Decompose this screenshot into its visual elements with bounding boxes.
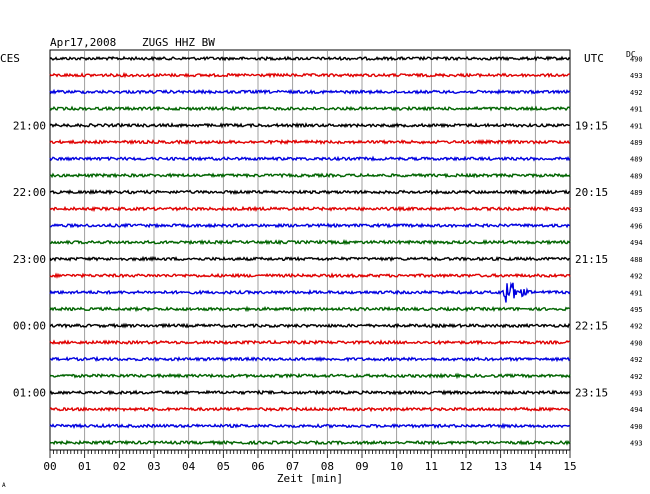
plot-frame bbox=[49, 49, 571, 451]
seismic-trace bbox=[49, 422, 571, 430]
x-tick-label: 04 bbox=[182, 460, 196, 473]
left-time-labels: 21:00 22:00 23:00 00:00 01:00 bbox=[13, 119, 46, 399]
date-label: Apr17,2008 bbox=[50, 36, 116, 49]
x-axis: 00 01 02 03 04 05 06 07 08 09 10 11 12 13 14 15 bbox=[43, 450, 577, 473]
left-time-label: 22:00 bbox=[13, 186, 46, 199]
right-time-labels: 19:15 20:15 21:15 22:15 23:15 bbox=[575, 119, 608, 399]
seismic-trace bbox=[49, 122, 571, 129]
dc-value: 490 bbox=[630, 423, 643, 431]
dc-value: 493 bbox=[630, 440, 643, 448]
x-tick-label: 09 bbox=[355, 460, 368, 473]
dc-value: 490 bbox=[630, 56, 643, 64]
seismic-trace bbox=[49, 281, 571, 303]
minute-grid bbox=[84, 50, 536, 450]
x-tick-label: 11 bbox=[425, 460, 438, 473]
x-tick-label: 14 bbox=[529, 460, 543, 473]
dc-value: 492 bbox=[630, 373, 643, 381]
right-time-label: 21:15 bbox=[575, 253, 608, 266]
right-time-label: 19:15 bbox=[575, 119, 608, 132]
left-time-label: 01:00 bbox=[13, 387, 46, 400]
seismic-trace bbox=[49, 71, 571, 79]
dc-value: 492 bbox=[630, 323, 643, 331]
station-label: ZUGS HHZ BW bbox=[142, 36, 215, 49]
seismic-trace bbox=[49, 205, 571, 213]
dc-value: 489 bbox=[630, 156, 643, 164]
seismic-trace bbox=[49, 305, 571, 313]
dc-value: 489 bbox=[630, 139, 643, 147]
x-tick-label: 07 bbox=[286, 460, 299, 473]
left-time-label: 21:00 bbox=[13, 119, 46, 132]
dc-value: 492 bbox=[630, 273, 643, 281]
x-tick-label: 00 bbox=[43, 460, 56, 473]
right-time-label: 20:15 bbox=[575, 186, 608, 199]
right-timezone-label: UTC bbox=[584, 52, 604, 65]
left-time-label: 23:00 bbox=[13, 253, 46, 266]
seismic-trace bbox=[49, 272, 571, 279]
seismic-trace bbox=[49, 155, 571, 162]
seismic-trace bbox=[49, 255, 571, 263]
x-tick-label: 03 bbox=[147, 460, 160, 473]
dc-value: 491 bbox=[630, 122, 643, 130]
dc-value: 488 bbox=[630, 256, 643, 264]
x-tick-label: 12 bbox=[459, 460, 472, 473]
seismic-trace bbox=[49, 355, 571, 363]
seismic-trace bbox=[49, 172, 571, 179]
dc-value: 495 bbox=[630, 306, 643, 314]
dc-value: 491 bbox=[630, 106, 643, 114]
dc-value: 490 bbox=[630, 339, 643, 347]
dc-header-label: DC bbox=[626, 50, 636, 59]
x-tick-label: 01 bbox=[78, 460, 91, 473]
seismic-trace bbox=[49, 138, 571, 146]
seismic-trace bbox=[49, 339, 571, 346]
x-tick-label: 05 bbox=[217, 460, 230, 473]
x-axis-label: Zeit [min] bbox=[277, 472, 343, 485]
x-tick-label: 08 bbox=[321, 460, 334, 473]
seismic-trace bbox=[49, 238, 571, 246]
dc-value: 493 bbox=[630, 206, 643, 214]
seismic-trace bbox=[49, 372, 571, 380]
dc-value: 493 bbox=[630, 72, 643, 80]
seismic-trace bbox=[49, 105, 571, 112]
x-tick-label: 02 bbox=[113, 460, 126, 473]
dc-value: 496 bbox=[630, 223, 643, 231]
dc-value: 491 bbox=[630, 289, 643, 297]
left-timezone-label: CES bbox=[0, 52, 20, 65]
corner-mark: A bbox=[2, 482, 6, 489]
trace-group bbox=[49, 55, 571, 446]
left-time-label: 00:00 bbox=[13, 320, 46, 333]
x-tick-label: 13 bbox=[494, 460, 507, 473]
dc-value: 494 bbox=[630, 239, 643, 247]
right-time-label: 23:15 bbox=[575, 387, 608, 400]
seismic-trace bbox=[49, 188, 571, 196]
dc-value: 492 bbox=[630, 356, 643, 364]
dc-value: 494 bbox=[630, 406, 643, 414]
dc-value: 489 bbox=[630, 189, 643, 197]
seismic-trace bbox=[49, 406, 571, 413]
dc-value: 489 bbox=[630, 172, 643, 180]
dc-values-column: 490 493 492 491 491 489 489 489 489 493 496 494 488 4… bbox=[630, 56, 643, 448]
dc-value: 493 bbox=[630, 390, 643, 398]
x-tick-label: 10 bbox=[390, 460, 403, 473]
seismic-trace bbox=[49, 222, 571, 229]
seismic-trace bbox=[49, 88, 571, 96]
seismic-trace bbox=[49, 389, 571, 396]
seismic-trace bbox=[49, 55, 571, 62]
seismic-trace bbox=[49, 439, 571, 446]
seismic-trace bbox=[49, 322, 571, 329]
right-time-label: 22:15 bbox=[575, 320, 608, 333]
x-tick-label: 15 bbox=[563, 460, 576, 473]
x-tick-label: 06 bbox=[251, 460, 264, 473]
dc-value: 492 bbox=[630, 89, 643, 97]
